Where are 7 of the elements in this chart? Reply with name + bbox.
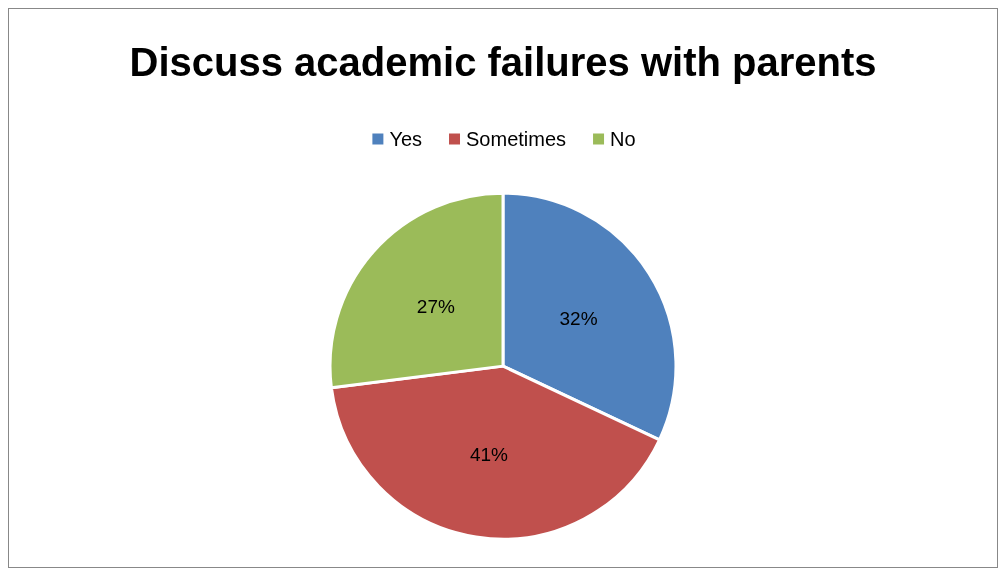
data-label: 32%	[559, 307, 598, 329]
legend-label: No	[610, 128, 636, 150]
legend-label: Yes	[389, 128, 423, 150]
legend-label: Sometimes	[466, 128, 567, 150]
data-label: 41%	[469, 444, 509, 466]
data-label: 27%	[416, 296, 455, 318]
chart-title: Discuss academic failures with parents	[129, 40, 877, 84]
